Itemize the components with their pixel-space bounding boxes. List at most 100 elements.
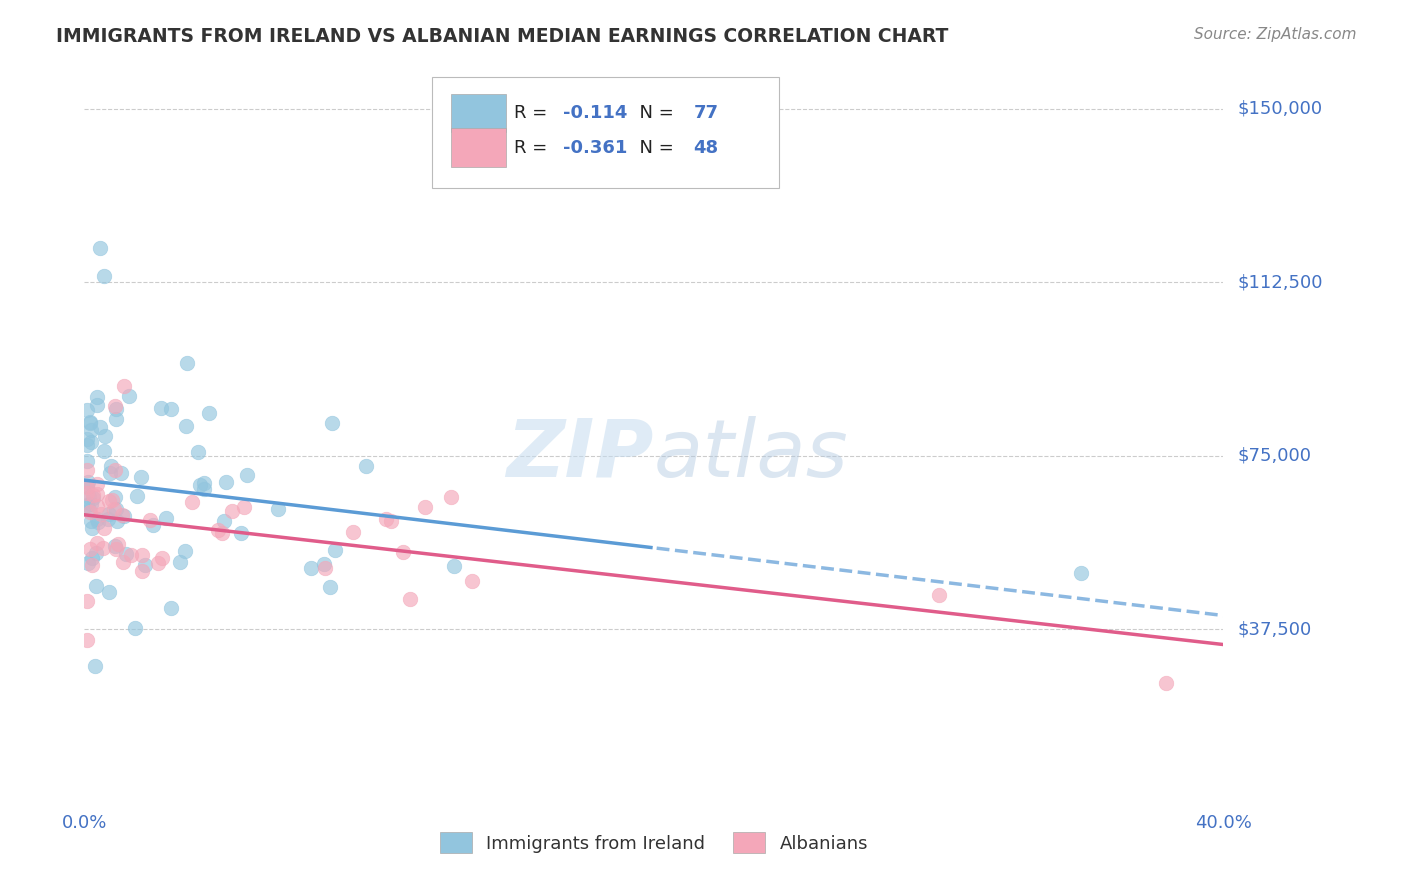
Point xyxy=(125,489,148,503)
Point xyxy=(207,523,229,537)
Point xyxy=(84,579,107,593)
Point xyxy=(1156,675,1178,690)
Point xyxy=(98,466,121,480)
Text: $37,500: $37,500 xyxy=(1237,620,1312,639)
Point xyxy=(87,515,110,529)
Point xyxy=(124,621,146,635)
Point xyxy=(188,478,211,492)
Point xyxy=(93,521,115,535)
Point xyxy=(76,403,98,417)
Point xyxy=(76,556,98,570)
Point xyxy=(84,546,107,560)
Point xyxy=(142,518,165,533)
Point xyxy=(104,412,127,426)
Point xyxy=(104,463,127,477)
Point xyxy=(181,495,204,509)
Point xyxy=(80,521,103,535)
Point xyxy=(76,463,98,477)
Point xyxy=(98,584,121,599)
Point xyxy=(112,555,135,569)
Point xyxy=(131,564,153,578)
Point xyxy=(148,556,170,570)
Point xyxy=(356,458,378,473)
Point xyxy=(76,438,98,452)
Point xyxy=(80,423,103,437)
Point xyxy=(80,550,103,565)
Text: -0.361: -0.361 xyxy=(562,138,627,157)
Point xyxy=(83,658,105,673)
Point xyxy=(98,507,121,521)
Point xyxy=(103,502,125,516)
Point xyxy=(76,432,98,446)
Point xyxy=(160,601,183,615)
Point xyxy=(193,482,215,496)
Point xyxy=(91,541,114,555)
Point xyxy=(267,502,290,516)
Point xyxy=(111,508,134,523)
Point xyxy=(173,544,195,558)
Point xyxy=(79,542,101,557)
Point xyxy=(82,558,104,573)
Point xyxy=(443,558,465,573)
Point xyxy=(105,514,128,528)
Point xyxy=(97,511,120,525)
Point xyxy=(79,417,101,431)
Point xyxy=(76,479,98,493)
Point xyxy=(79,505,101,519)
Text: 48: 48 xyxy=(693,138,718,157)
Point xyxy=(399,591,422,606)
Point xyxy=(86,390,108,404)
Point xyxy=(299,561,322,575)
FancyBboxPatch shape xyxy=(451,128,506,167)
Point xyxy=(101,492,124,507)
Point xyxy=(76,453,98,467)
Point xyxy=(97,494,120,508)
Point xyxy=(100,458,122,473)
Point xyxy=(79,415,101,429)
Point xyxy=(76,480,98,494)
Point xyxy=(392,545,415,559)
Point xyxy=(118,388,141,402)
Point xyxy=(110,467,132,481)
Point xyxy=(193,476,215,491)
Point xyxy=(461,574,484,588)
Point xyxy=(174,419,197,434)
Legend: Immigrants from Ireland, Albanians: Immigrants from Ireland, Albanians xyxy=(432,825,876,861)
Point xyxy=(115,548,138,562)
Text: atlas: atlas xyxy=(654,416,849,494)
Point xyxy=(229,525,252,540)
Point xyxy=(318,580,340,594)
Point xyxy=(104,540,127,554)
Point xyxy=(89,240,111,255)
Text: $75,000: $75,000 xyxy=(1237,447,1312,465)
Point xyxy=(104,402,127,417)
Point xyxy=(232,500,254,514)
Point xyxy=(104,400,127,414)
Point xyxy=(323,543,346,558)
Point xyxy=(211,525,233,540)
Point xyxy=(169,555,191,569)
Point xyxy=(380,514,402,528)
Point xyxy=(413,500,436,515)
Point xyxy=(150,401,173,415)
Point xyxy=(80,514,103,528)
Point xyxy=(176,356,198,370)
Point xyxy=(86,499,108,513)
Point xyxy=(215,475,238,490)
Text: N =: N = xyxy=(627,103,685,122)
Point xyxy=(77,502,100,516)
Point xyxy=(76,594,98,608)
Point xyxy=(93,268,115,283)
Point xyxy=(107,537,129,551)
Point xyxy=(86,477,108,491)
Point xyxy=(374,512,396,526)
FancyBboxPatch shape xyxy=(451,94,506,132)
Point xyxy=(150,551,173,566)
Point xyxy=(86,487,108,501)
Point xyxy=(80,497,103,511)
Point xyxy=(155,511,177,525)
Point xyxy=(82,491,104,506)
Point xyxy=(104,490,127,504)
Point xyxy=(90,507,112,521)
Text: IMMIGRANTS FROM IRELAND VS ALBANIAN MEDIAN EARNINGS CORRELATION CHART: IMMIGRANTS FROM IRELAND VS ALBANIAN MEDI… xyxy=(56,27,949,45)
